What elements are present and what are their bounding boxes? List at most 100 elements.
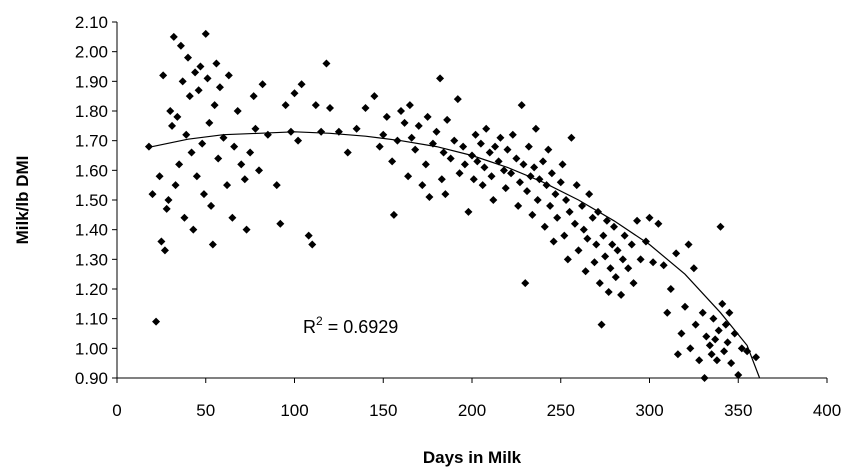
data-point bbox=[533, 196, 542, 204]
data-point bbox=[326, 104, 334, 113]
data-point bbox=[524, 142, 533, 151]
data-point bbox=[618, 255, 627, 264]
data-point bbox=[528, 210, 537, 219]
data-point bbox=[219, 133, 228, 142]
x-tick-label: 150 bbox=[369, 401, 397, 420]
data-point bbox=[636, 255, 645, 264]
y-tick-label: 1.50 bbox=[75, 191, 108, 210]
data-point bbox=[563, 255, 572, 264]
data-point bbox=[171, 181, 180, 190]
data-point bbox=[460, 160, 469, 169]
data-point bbox=[507, 169, 516, 178]
data-point bbox=[411, 145, 420, 154]
data-point bbox=[425, 193, 434, 202]
data-point bbox=[521, 279, 530, 288]
data-point bbox=[223, 181, 232, 190]
data-point bbox=[185, 92, 194, 101]
x-tick-label: 0 bbox=[112, 401, 121, 420]
data-point bbox=[707, 350, 716, 359]
data-point bbox=[352, 124, 361, 133]
data-point bbox=[251, 124, 260, 133]
data-point bbox=[734, 371, 743, 380]
x-tick-label: 300 bbox=[635, 401, 663, 420]
data-point bbox=[549, 237, 558, 246]
trendline bbox=[152, 131, 761, 379]
data-point bbox=[421, 160, 430, 169]
data-point bbox=[294, 136, 303, 145]
data-point bbox=[698, 308, 707, 317]
data-point bbox=[695, 356, 704, 365]
y-tick-label: 1.20 bbox=[75, 280, 108, 299]
data-point bbox=[489, 196, 498, 204]
data-point bbox=[255, 166, 263, 175]
data-point bbox=[453, 95, 462, 104]
data-point bbox=[592, 240, 601, 249]
data-point bbox=[613, 246, 622, 255]
data-point bbox=[562, 196, 571, 204]
data-point bbox=[469, 175, 478, 184]
y-tick-label: 1.70 bbox=[75, 132, 108, 151]
data-point bbox=[523, 187, 532, 196]
data-point bbox=[602, 216, 611, 225]
data-point bbox=[311, 101, 320, 110]
data-point bbox=[196, 62, 205, 71]
data-point bbox=[166, 107, 175, 115]
data-point bbox=[689, 264, 698, 273]
y-tick-label: 1.10 bbox=[75, 310, 108, 329]
data-point bbox=[629, 279, 638, 288]
data-point bbox=[388, 157, 397, 166]
data-point bbox=[558, 160, 567, 169]
data-point bbox=[242, 225, 251, 234]
data-point bbox=[672, 249, 681, 258]
data-point bbox=[723, 338, 732, 347]
data-point bbox=[191, 68, 200, 77]
data-point bbox=[654, 219, 663, 228]
data-point bbox=[496, 133, 505, 142]
data-point bbox=[482, 124, 491, 133]
data-point bbox=[189, 225, 198, 234]
data-point bbox=[160, 246, 169, 255]
x-tick-label: 200 bbox=[458, 401, 486, 420]
data-point bbox=[198, 139, 207, 148]
y-tick-label: 1.00 bbox=[75, 339, 108, 358]
data-point bbox=[508, 130, 517, 139]
data-point bbox=[627, 240, 636, 249]
y-axis-ticks: 0.90 1.00 1.10 1.20 1.30 1.40 1.50 1.60 1.70 1.80… bbox=[75, 13, 117, 388]
data-point bbox=[485, 148, 494, 157]
y-tick-label: 1.30 bbox=[75, 250, 108, 269]
data-point bbox=[645, 213, 654, 222]
data-point bbox=[595, 279, 604, 288]
y-tick-label: 2.10 bbox=[75, 13, 108, 32]
data-point bbox=[608, 240, 617, 249]
data-point bbox=[389, 210, 398, 219]
data-point bbox=[162, 204, 171, 213]
data-point bbox=[604, 287, 613, 296]
data-point bbox=[276, 219, 285, 228]
data-point bbox=[519, 160, 528, 169]
data-point bbox=[624, 264, 633, 273]
data-point bbox=[187, 148, 196, 157]
x-axis-title: Days in Milk bbox=[423, 448, 522, 467]
data-point bbox=[512, 154, 521, 163]
data-point bbox=[281, 101, 290, 110]
data-point bbox=[169, 32, 178, 41]
data-point bbox=[212, 59, 221, 68]
data-point bbox=[436, 74, 445, 83]
x-axis-ticks: 0 50 100 150 200 250 300 350 400 bbox=[112, 378, 841, 420]
data-point bbox=[712, 356, 721, 365]
data-point bbox=[148, 190, 157, 199]
data-point bbox=[249, 92, 258, 101]
data-point bbox=[144, 142, 153, 151]
data-point bbox=[322, 59, 331, 68]
r-squared-annotation: R2 = 0.6929 bbox=[303, 314, 398, 337]
data-point bbox=[263, 130, 272, 139]
data-point bbox=[718, 299, 727, 308]
data-point bbox=[152, 317, 161, 326]
data-point bbox=[207, 201, 216, 210]
data-point bbox=[553, 213, 562, 222]
data-point bbox=[208, 240, 217, 249]
x-tick-label: 400 bbox=[813, 401, 841, 420]
data-point bbox=[471, 130, 480, 139]
data-point bbox=[215, 83, 224, 92]
